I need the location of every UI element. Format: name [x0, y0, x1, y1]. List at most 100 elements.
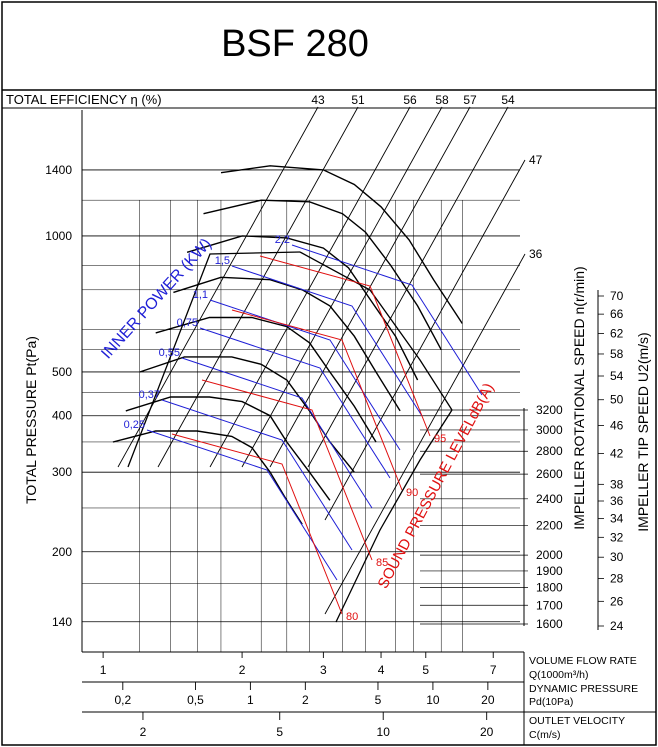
flow-tick-label: 5	[422, 663, 429, 677]
power-label-value: 0,55	[159, 347, 180, 359]
sound-line	[171, 433, 343, 615]
power-line	[291, 244, 483, 396]
vel-label: OUTLET VELOCITY	[529, 715, 625, 727]
flow-tick-label: 1	[100, 663, 107, 677]
dyn-tick-label: 10	[426, 693, 440, 707]
y-axis-label: TOTAL PRESSURE Pt(Pa)	[23, 336, 39, 504]
speed-tick-label: 1800	[536, 581, 563, 595]
flow-tick-label: 3	[320, 663, 327, 677]
pressure-curves	[112, 165, 463, 623]
power-line	[199, 327, 391, 479]
flow-tick-label: 4	[378, 663, 385, 677]
y-tick-label: 400	[52, 409, 72, 423]
envelope-right	[335, 409, 453, 623]
efficiency-line	[307, 106, 509, 468]
flow-label: VOLUME FLOW RATE	[529, 655, 637, 667]
dyn-tick-label: 5	[375, 693, 382, 707]
speed-tick-label: 1700	[536, 598, 563, 612]
sound-line	[259, 255, 431, 437]
y-tick-label: 300	[52, 465, 72, 479]
efficiency-line	[209, 106, 411, 468]
speed-label: IMPELLER ROTATIONAL SPEED n(r/min)	[571, 266, 587, 529]
tip-tick-label: 42	[610, 446, 624, 460]
dyn-tick-label: 2	[302, 693, 309, 707]
speed-tick-label: 2800	[536, 444, 563, 458]
y-tick-label: 1400	[45, 163, 72, 177]
efficiency-header: TOTAL EFFICIENCY η (%)	[6, 92, 162, 107]
envelope-left	[127, 251, 301, 468]
y-tick-label: 1000	[45, 229, 72, 243]
speed-tick-label: 2200	[536, 519, 563, 533]
pressure-curve	[112, 430, 303, 525]
efficiency-line	[117, 106, 319, 468]
sound-lines: 80 85 90 95	[171, 255, 446, 623]
tip-tick-label: 36	[610, 494, 624, 508]
power-line	[209, 299, 401, 451]
dyn-tick-label: 20	[481, 693, 495, 707]
sound-label-value: 80	[346, 611, 358, 623]
efficiency-label: 43	[311, 93, 325, 107]
efficiency-lines: 43 51 56 58 57 54 47 36	[117, 93, 543, 615]
power-label-value: 0,75	[177, 317, 198, 329]
vel-unit: C(m/s)	[529, 729, 561, 741]
efficiency-label: 36	[529, 247, 543, 261]
speed-tick-label: 3200	[536, 403, 563, 417]
sound-label-value: 95	[434, 433, 446, 445]
efficiency-line	[241, 106, 443, 468]
tip-tick-label: 62	[610, 326, 624, 340]
power-label-value: 0,25	[124, 419, 145, 431]
tip-tick-label: 30	[610, 550, 624, 564]
speed-tick-label: 2400	[536, 492, 563, 506]
pressure-curve	[203, 199, 442, 351]
power-label-value: 1,1	[193, 289, 208, 301]
vel-tick-label: 2	[140, 725, 147, 739]
dyn-tick-label: 0,5	[187, 693, 204, 707]
tip-tick-label: 28	[610, 571, 624, 585]
power-label-value: 0,37	[139, 389, 160, 401]
speed-tick-label: 1600	[536, 617, 563, 631]
tip-tick-label: 46	[610, 418, 624, 432]
y-tick-label: 500	[52, 365, 72, 379]
chart-title: BSF 280	[221, 23, 369, 65]
tip-tick-label: 54	[610, 369, 624, 383]
grid	[82, 169, 520, 652]
pressure-curve	[220, 165, 463, 324]
tip-tick-label: 34	[610, 512, 624, 526]
power-label-value: 1,5	[215, 255, 230, 267]
tip-speed-label: IMPELLER TIP SPEED U2(m/s)	[635, 332, 651, 531]
speed-tick-label: 2000	[536, 548, 563, 562]
pressure-curve	[155, 316, 377, 443]
speed-tick-label: 1900	[536, 564, 563, 578]
dyn-unit: Pd(10Pa)	[529, 696, 573, 708]
pressure-curve	[125, 396, 331, 501]
flow-tick-label: 7	[490, 663, 497, 677]
efficiency-line	[324, 253, 526, 615]
axes: 1400 1000 500 400 300 200 140 3200 3000 2800 2600 2…	[45, 110, 656, 745]
tip-tick-label: 58	[610, 347, 624, 361]
speed-tick-label: 2600	[536, 467, 563, 481]
power-line	[146, 429, 338, 581]
envelope-top	[299, 251, 453, 411]
power-line	[161, 399, 353, 551]
vel-tick-label: 20	[480, 725, 494, 739]
tip-tick-label: 32	[610, 530, 624, 544]
tip-tick-label: 26	[610, 594, 624, 608]
y-tick-label: 200	[52, 545, 72, 559]
dyn-tick-label: 0,2	[114, 693, 131, 707]
tip-tick-label: 50	[610, 393, 624, 407]
tip-tick-label: 66	[610, 307, 624, 321]
efficiency-line	[324, 159, 526, 521]
efficiency-label: 57	[463, 93, 477, 107]
tip-tick-label: 38	[610, 477, 624, 491]
dyn-label: DYNAMIC PRESSURE	[529, 683, 638, 695]
efficiency-label: 54	[501, 93, 515, 107]
efficiency-label: 58	[435, 93, 449, 107]
power-line	[231, 265, 423, 417]
sound-line	[201, 379, 373, 561]
efficiency-label: 51	[351, 93, 365, 107]
dyn-tick-label: 1	[247, 693, 254, 707]
pressure-curve	[186, 235, 419, 381]
sound-line	[231, 309, 403, 491]
